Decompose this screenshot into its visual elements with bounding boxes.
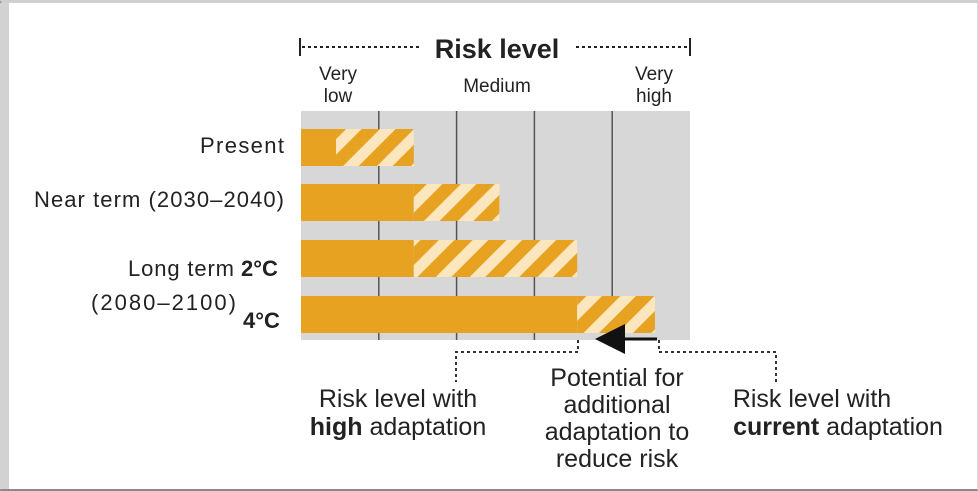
annotation-high-suffix: adaptation	[369, 413, 486, 441]
bar-potential-adaptation-present	[336, 129, 414, 166]
axis-label-very-low-line2: low	[324, 86, 353, 107]
row-label-4c: 4°C	[243, 308, 280, 333]
annotation-current-space	[819, 413, 826, 441]
annotation-high-line2: high adaptation	[310, 413, 487, 441]
annotation-high-bold: high	[310, 413, 363, 441]
annotation-current-line1: Risk level with	[733, 385, 891, 413]
axis-label-very-high-line2: high	[636, 86, 672, 107]
axis-label-medium: Medium	[463, 76, 531, 97]
bar-high-adaptation-long4	[301, 296, 578, 333]
annotation-potential-line3: adaptation to	[545, 418, 690, 446]
axis-label-very-high-line1: Very	[635, 64, 674, 85]
row-label-long-term: Long term	[128, 256, 234, 281]
bars	[301, 129, 655, 333]
axis-labels: Very low Medium Very high	[319, 64, 674, 107]
row-labels: Present Near term (2030–2040) Long term …	[34, 133, 284, 333]
row-label-near-term: Near term (2030–2040)	[34, 187, 284, 212]
annotation-potential-line2: additional	[563, 391, 670, 419]
annotation-current-line2: current adaptation	[733, 413, 943, 441]
row-label-present: Present	[200, 133, 284, 158]
bar-potential-adaptation-long4	[577, 296, 655, 333]
row-label-2080-2100: (2080–2100)	[91, 290, 236, 315]
bar-high-adaptation-long2	[301, 240, 414, 277]
bar-high-adaptation-near	[301, 184, 414, 221]
bar-potential-adaptation-long2	[413, 240, 578, 277]
bar-high-adaptation-present	[301, 129, 337, 166]
connector-high-adaptation	[455, 340, 579, 382]
row-label-2c: 2°C	[241, 256, 278, 281]
annotation-connectors	[455, 324, 777, 382]
annotation-high-space	[363, 413, 370, 441]
connector-current-adaptation	[658, 340, 777, 382]
bar-potential-adaptation-near	[413, 184, 500, 221]
axis-label-very-low-line1: Very	[319, 64, 358, 85]
annotation-potential-line1: Potential for	[550, 364, 683, 392]
annotation-current-suffix: adaptation	[826, 413, 943, 441]
chart-title: Risk level	[435, 34, 560, 64]
annotations: Risk level with high adaptation Potentia…	[310, 364, 943, 473]
annotation-current-bold: current	[733, 413, 820, 441]
title-group: Risk level	[299, 34, 691, 64]
annotation-high-line1: Risk level with	[319, 385, 477, 413]
annotation-potential-line4: reduce risk	[556, 445, 679, 473]
left-edge-strip	[0, 3, 9, 489]
